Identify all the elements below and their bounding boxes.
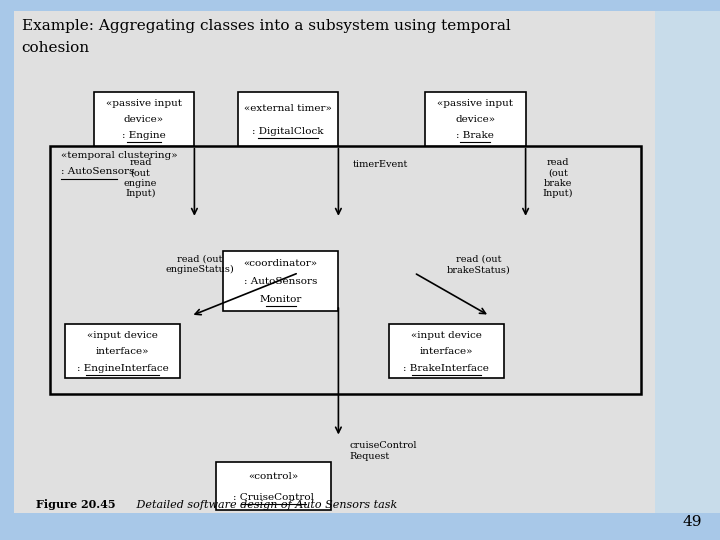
Text: : AutoSensors: : AutoSensors xyxy=(61,167,135,177)
Text: read (out
engineStatus): read (out engineStatus) xyxy=(166,255,235,274)
Text: «control»: «control» xyxy=(248,472,299,481)
Text: : EngineInterface: : EngineInterface xyxy=(76,363,168,373)
Text: : DigitalClock: : DigitalClock xyxy=(252,127,324,136)
FancyBboxPatch shape xyxy=(238,92,338,146)
Text: : CruiseControl: : CruiseControl xyxy=(233,493,314,502)
FancyBboxPatch shape xyxy=(425,92,526,146)
Text: «passive input: «passive input xyxy=(106,99,182,108)
Text: timerEvent: timerEvent xyxy=(353,160,408,169)
FancyBboxPatch shape xyxy=(14,11,655,513)
Text: Detailed software design of Auto Sensors task: Detailed software design of Auto Sensors… xyxy=(126,500,397,510)
Text: interface»: interface» xyxy=(420,347,473,356)
Text: «passive input: «passive input xyxy=(437,99,513,108)
Text: «external timer»: «external timer» xyxy=(244,104,332,113)
Text: 49: 49 xyxy=(683,515,702,529)
Text: «input device: «input device xyxy=(411,331,482,340)
Text: read
(out
brake
Input): read (out brake Input) xyxy=(543,158,573,198)
Text: Monitor: Monitor xyxy=(260,295,302,304)
Text: : Brake: : Brake xyxy=(456,131,494,140)
FancyBboxPatch shape xyxy=(94,92,194,146)
FancyBboxPatch shape xyxy=(216,462,331,510)
Text: Figure 20.45: Figure 20.45 xyxy=(36,500,116,510)
Text: : AutoSensors: : AutoSensors xyxy=(244,277,318,286)
Text: read (out
brakeStatus): read (out brakeStatus) xyxy=(447,255,510,274)
Text: cruiseControl
Request: cruiseControl Request xyxy=(349,441,417,461)
Text: interface»: interface» xyxy=(96,347,149,356)
Text: «input device: «input device xyxy=(87,331,158,340)
FancyBboxPatch shape xyxy=(655,11,720,513)
Text: : BrakeInterface: : BrakeInterface xyxy=(403,363,490,373)
FancyBboxPatch shape xyxy=(389,324,504,378)
Text: «temporal clustering»: «temporal clustering» xyxy=(61,151,178,160)
Text: cohesion: cohesion xyxy=(22,40,90,55)
Text: device»: device» xyxy=(455,115,495,124)
Text: : Engine: : Engine xyxy=(122,131,166,140)
FancyBboxPatch shape xyxy=(65,324,180,378)
Text: read
(out
engine
Input): read (out engine Input) xyxy=(124,158,157,198)
Text: «coordinator»: «coordinator» xyxy=(244,259,318,268)
FancyBboxPatch shape xyxy=(223,251,338,310)
Text: device»: device» xyxy=(124,115,164,124)
Text: Example: Aggregating classes into a subsystem using temporal: Example: Aggregating classes into a subs… xyxy=(22,19,510,33)
